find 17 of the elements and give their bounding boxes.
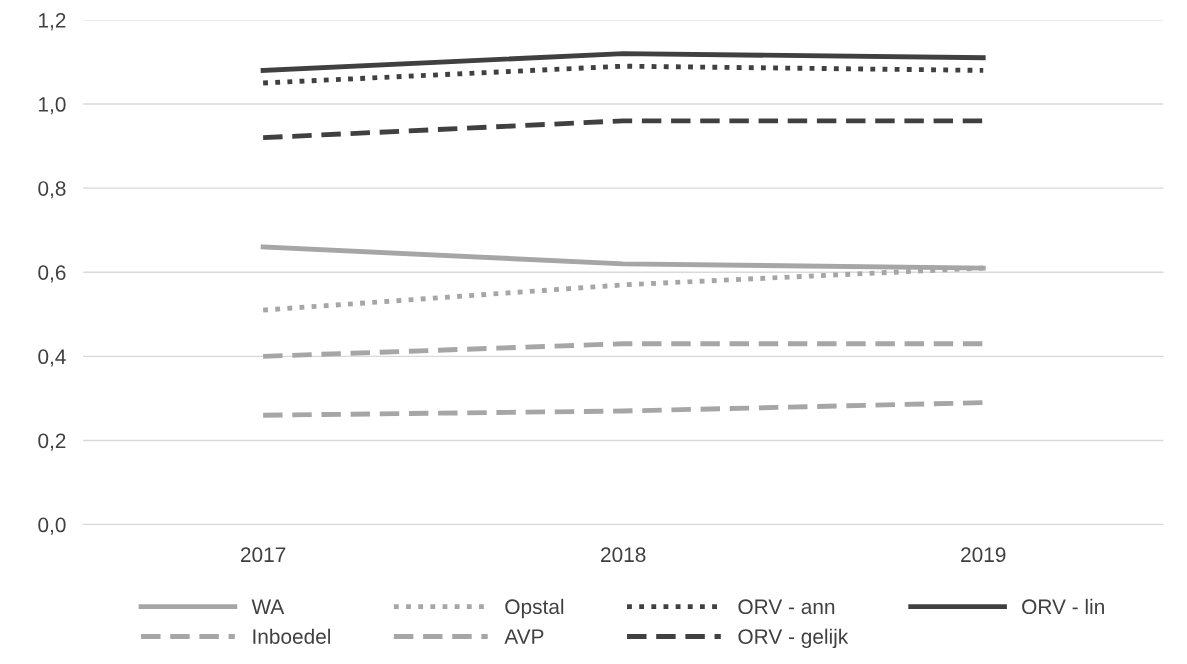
x-tick-label: 2018 [601,547,646,563]
y-tick-label: 0,0 [38,517,66,535]
y-tick-label: 0,2 [38,433,66,451]
legend-label: AVP [504,629,544,644]
x-tick-label: 2019 [961,547,1006,563]
y-tick-label: 0,6 [38,265,66,283]
legend-label: ORV - ann [738,599,835,615]
x-tick-label: 2017 [241,547,286,563]
legend-label: ORV - gelijk [738,628,849,649]
legend-label: ORV - lin [1022,598,1104,615]
y-tick-label: 0,8 [38,181,66,199]
y-tick-label: 1,0 [39,97,66,115]
legend-label: Inboedel [253,628,331,644]
y-tick-label: 1,2 [39,12,66,31]
y-tick-label: 0,4 [38,349,66,367]
legend-label: Opstal [505,598,564,619]
legend-label: WA [251,599,285,614]
